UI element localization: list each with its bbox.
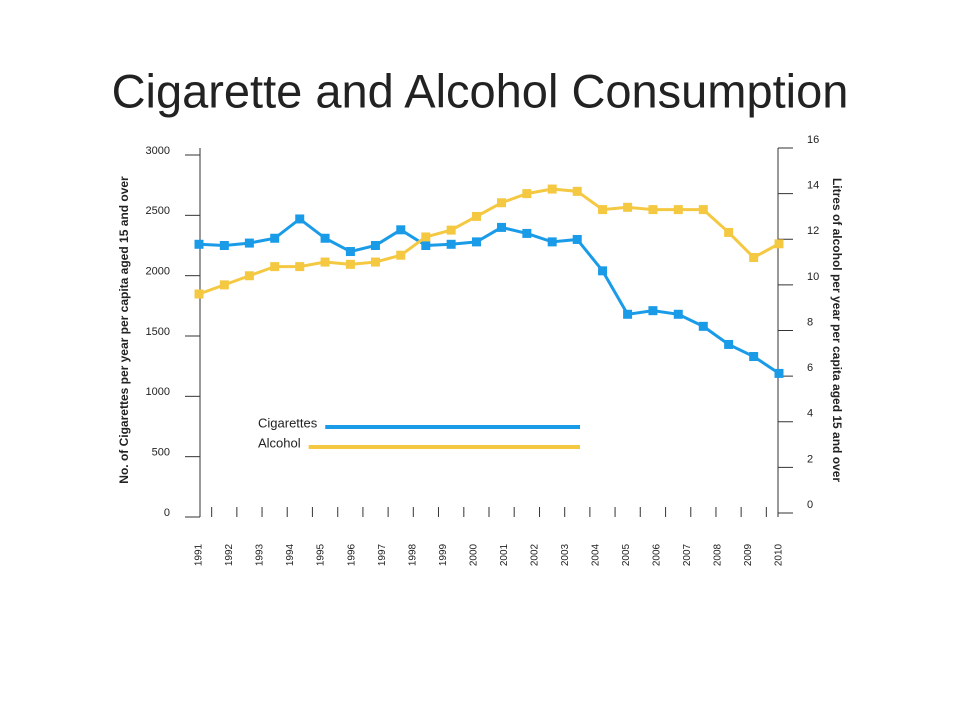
marker [421,241,431,250]
x-tick-label: 2005 [621,543,632,566]
marker [244,238,254,248]
marker [623,202,633,212]
marker [320,233,330,243]
marker [396,225,406,235]
x-tick-label: 1999 [438,543,449,566]
marker [270,233,280,243]
x-tick-label: 2007 [682,543,693,566]
y2-tick-label: 2 [807,453,813,465]
marker [194,289,204,299]
x-tick-label: 1993 [255,543,266,566]
x-tick-label: 2000 [468,543,479,566]
x-tick-label: 2002 [529,543,540,566]
marker [370,241,380,250]
legend-label: Alcohol [258,435,301,450]
marker [724,227,734,237]
y2-tick-label: 12 [807,225,819,237]
marker [774,239,784,249]
y-tick-label: 0 [164,507,170,519]
y2-tick-label: 16 [807,134,819,146]
marker [522,228,532,238]
y-tick-label: 1000 [146,386,170,398]
y-tick-label: 2500 [146,205,170,217]
marker [547,184,557,194]
x-tick-label: 1992 [224,543,235,566]
y-tick-label: 3000 [146,145,170,157]
y2-tick-label: 6 [807,362,813,374]
marker [522,189,532,199]
x-tick-label: 1995 [316,543,327,566]
marker [698,321,708,331]
marker [471,211,481,221]
series-line [198,217,780,375]
x-tick-label: 2001 [499,543,510,566]
x-tick-label: 2004 [590,543,601,566]
marker [572,186,582,196]
legend-label: Cigarettes [258,415,318,430]
x-tick-label: 1994 [285,543,296,566]
marker [320,257,330,267]
series-line [198,187,780,296]
x-tick-label: 2008 [713,543,724,566]
marker [446,225,456,235]
marker [345,247,355,257]
y2-tick-label: 8 [807,316,813,328]
marker [774,368,784,378]
marker [219,241,229,250]
marker [648,306,658,316]
marker [270,262,280,272]
marker [471,237,481,247]
marker [219,280,229,290]
y2-tick-label: 10 [807,271,819,283]
marker [648,205,658,215]
marker [345,259,355,269]
y-axis-label: No. of Cigarettes per year per capita ag… [117,176,131,484]
marker [396,250,406,260]
marker [295,214,305,224]
marker [547,237,557,247]
x-tick-label: 2006 [652,543,663,566]
marker [673,309,683,319]
y-tick-label: 1500 [146,326,170,338]
marker [749,253,759,262]
x-tick-label: 2010 [774,543,785,566]
marker [623,309,633,319]
marker [572,234,582,244]
marker [370,257,380,267]
marker [421,232,431,242]
x-tick-label: 1997 [377,543,388,566]
x-tick-label: 1991 [194,543,205,566]
x-tick-label: 2003 [560,543,571,566]
y2-tick-label: 0 [807,499,813,511]
marker [446,239,456,249]
marker [598,205,608,215]
y-tick-label: 500 [152,447,170,459]
y2-axis-label: Litres of alcohol per year per capita ag… [830,178,844,482]
chart-title: Cigarette and Alcohol Consumption [112,64,849,117]
marker [244,271,254,281]
marker [497,198,507,208]
x-tick-label: 1998 [407,543,418,566]
y2-tick-label: 4 [807,408,813,420]
marker [698,205,708,215]
y2-tick-label: 14 [807,180,819,192]
marker [497,222,507,232]
marker [724,339,734,349]
x-tick-label: 2009 [743,543,754,566]
marker [598,266,608,276]
y-tick-label: 2000 [146,266,170,278]
marker [749,352,759,362]
x-tick-label: 1996 [346,543,357,566]
marker [295,262,305,272]
marker [194,239,204,249]
marker [673,205,683,215]
